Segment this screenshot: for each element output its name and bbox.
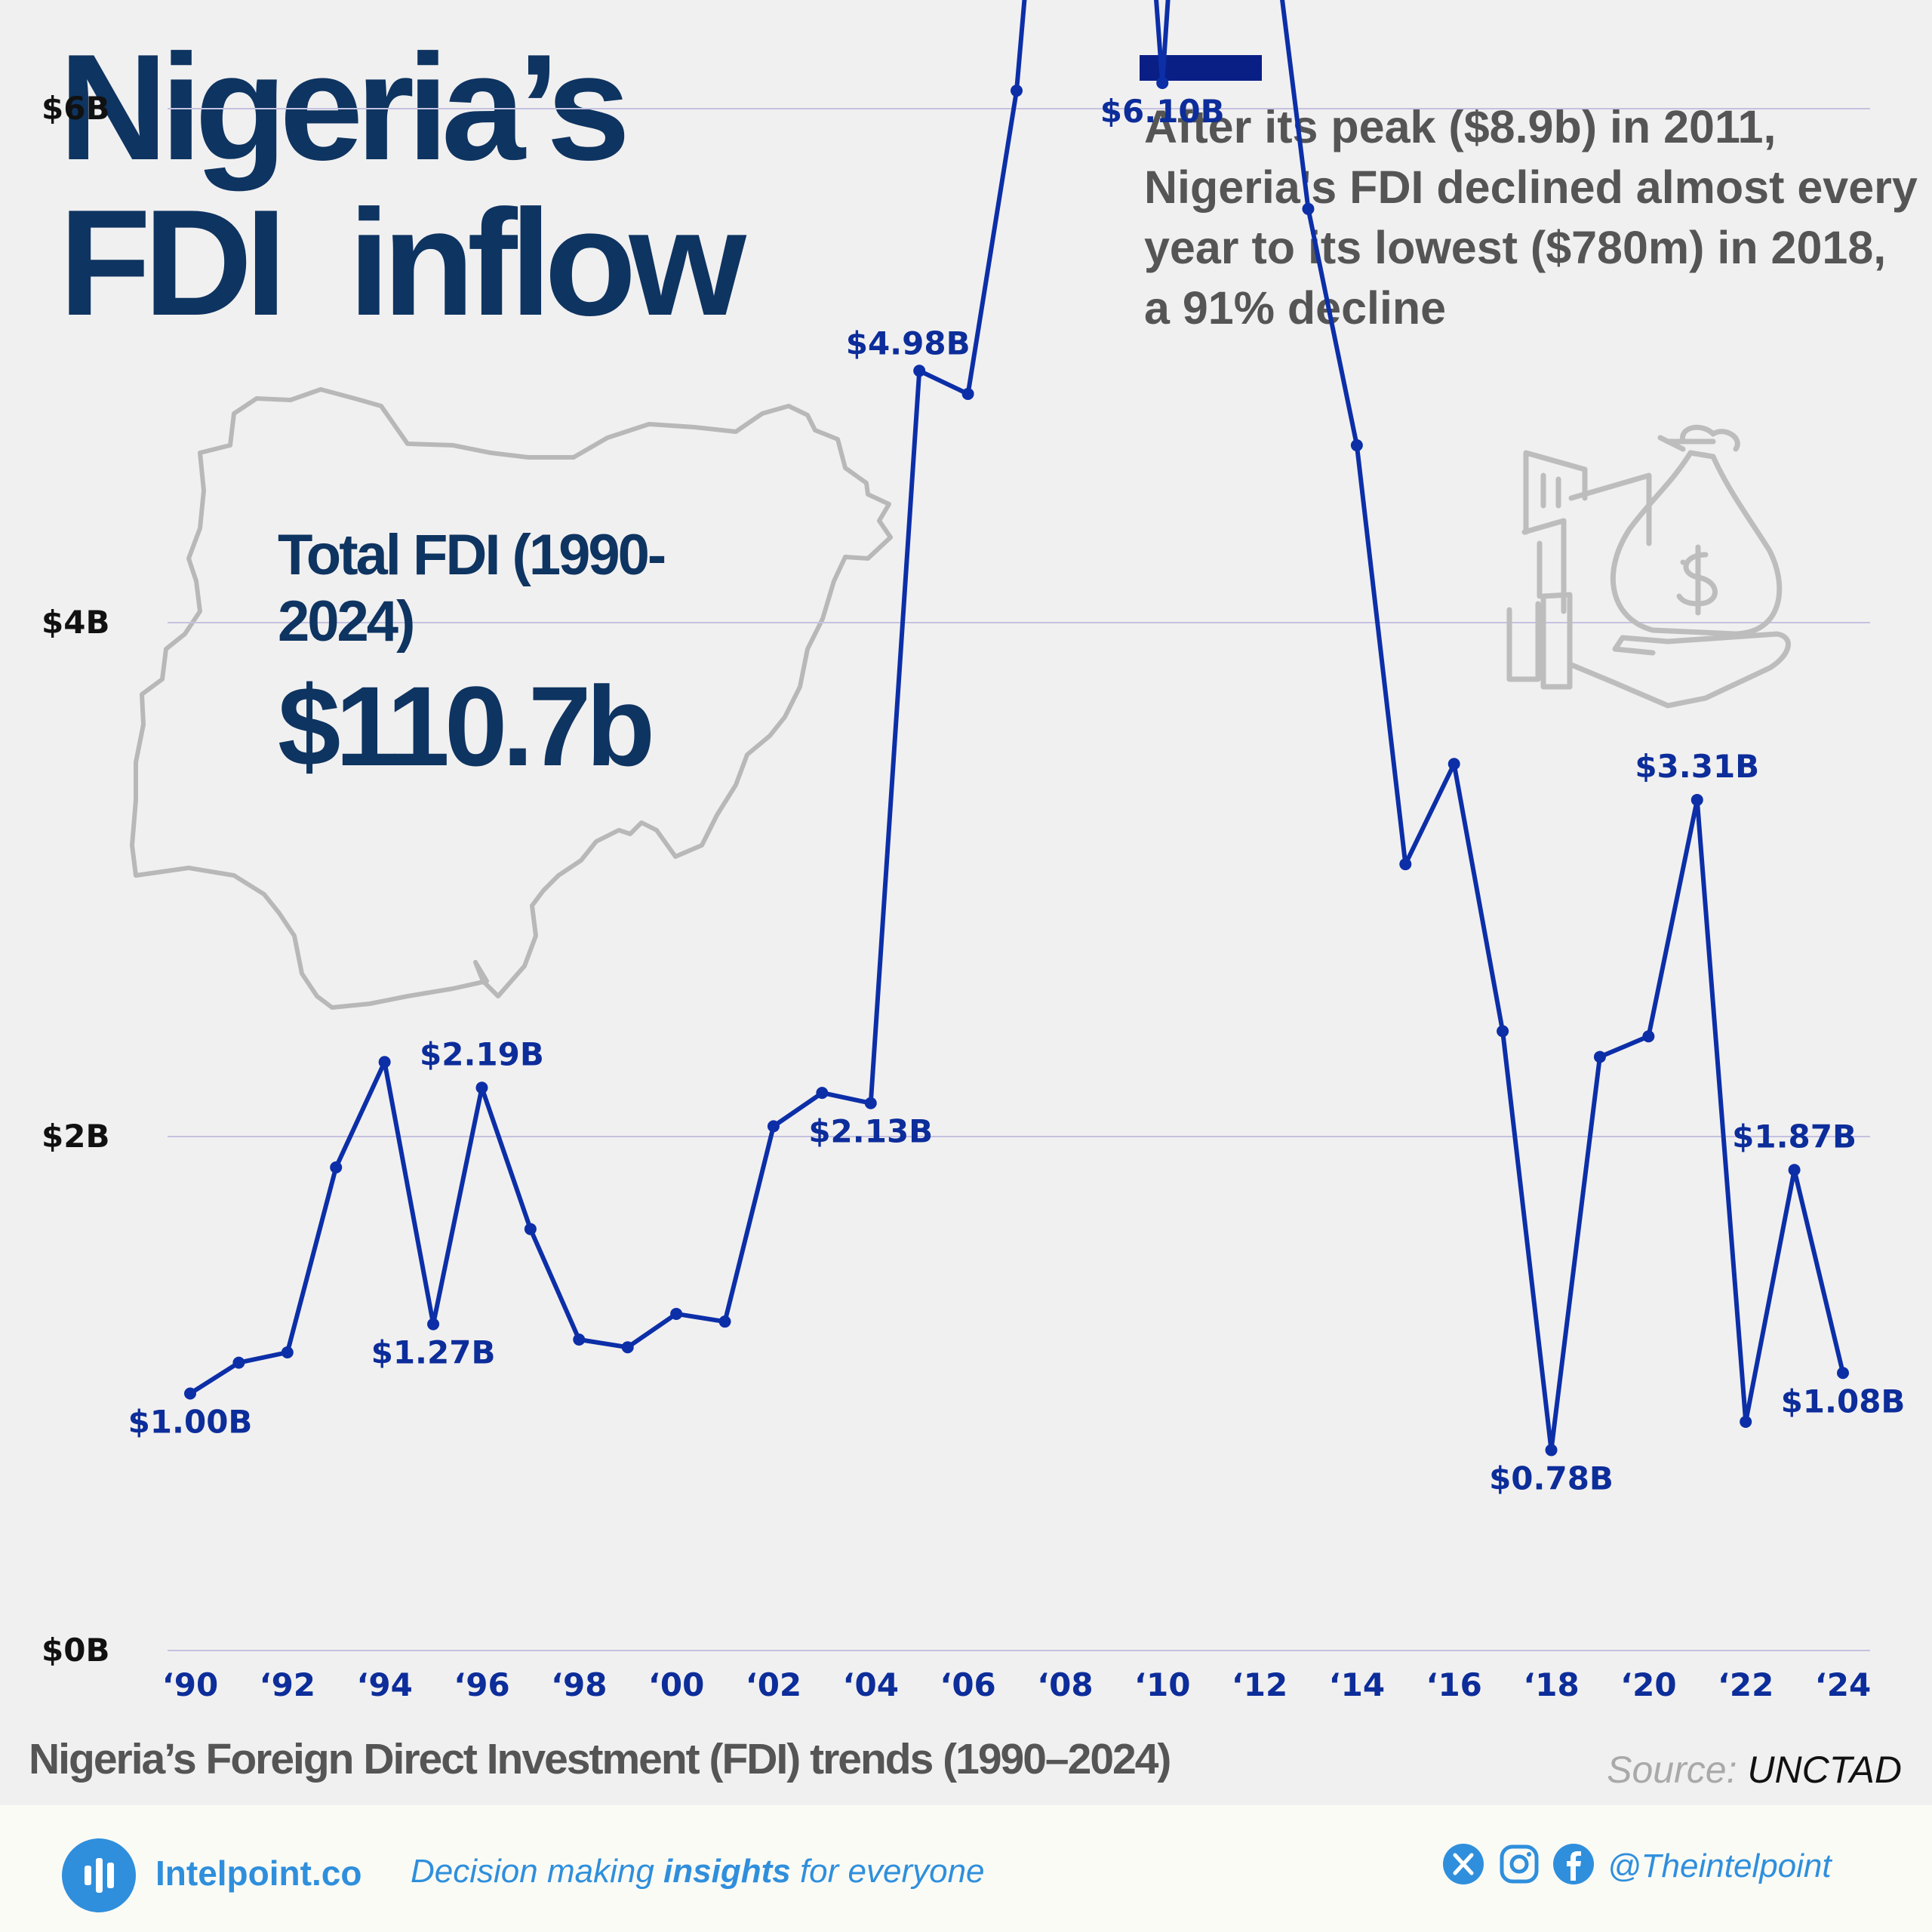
x-tick-label: ‘16	[1426, 1666, 1482, 1703]
data-point	[184, 1387, 196, 1400]
y-tick-label: $2B	[42, 1118, 109, 1155]
data-point	[1593, 1051, 1606, 1063]
data-point	[961, 387, 974, 400]
data-point	[524, 1223, 537, 1235]
x-tick-label: ‘96	[454, 1666, 509, 1703]
data-point	[573, 1333, 586, 1346]
y-axis: $0B$2B$4B$6B$8B	[42, 90, 109, 1669]
intelpoint-logo-icon[interactable]	[62, 1838, 136, 1912]
data-label: $1.00B	[128, 1404, 253, 1441]
x-tick-label: ‘92	[260, 1666, 315, 1703]
fdi-line-chart: $0B$2B$4B$6B$8B ‘90‘92‘94‘96‘98‘00‘02‘04…	[42, 0, 1906, 1703]
x-tick-label: ‘02	[746, 1666, 801, 1703]
x-tick-label: ‘18	[1523, 1666, 1579, 1703]
gridlines	[168, 108, 1870, 1651]
x-tick-label: ‘20	[1620, 1666, 1676, 1703]
data-point	[281, 1346, 294, 1359]
data-point	[816, 1087, 829, 1100]
data-point	[1302, 202, 1315, 215]
x-axis: ‘90 ‘92 ‘94 ‘96 ‘98 ‘00 ‘02 ‘04 ‘06 ‘08 ‘10 ‘12 ‘14 ‘…	[162, 1666, 1871, 1703]
data-label: $1.08B	[1781, 1383, 1906, 1420]
data-label: $1.27B	[371, 1334, 496, 1371]
brand-link[interactable]: Intelpoint.co	[155, 1854, 362, 1893]
data-point	[1497, 1025, 1509, 1038]
y-tick-label: $0B	[42, 1632, 109, 1669]
x-tick-label: ‘10	[1134, 1666, 1190, 1703]
x-tick-label: ‘04	[843, 1666, 899, 1703]
x-tick-label: ‘98	[551, 1666, 607, 1703]
total-fdi-label: Total FDI (1990-2024)	[278, 523, 666, 654]
title-line-2: FDI inflow	[59, 179, 746, 347]
x-tick-label: ‘94	[356, 1666, 412, 1703]
data-point	[718, 1315, 731, 1328]
x-tick-label: ‘08	[1037, 1666, 1093, 1703]
x-tick-label: ‘24	[1815, 1666, 1871, 1703]
data-point	[913, 365, 926, 377]
x-icon[interactable]	[1442, 1843, 1484, 1885]
data-label: $1.87B	[1732, 1118, 1857, 1155]
total-fdi-box: Total FDI (1990-2024) $110.7b	[278, 522, 670, 786]
data-point	[1837, 1367, 1849, 1380]
nigeria-map-outline	[130, 387, 893, 1010]
tagline-pre: Decision making	[411, 1853, 664, 1890]
page-title: Nigeria’s FDI inflow	[59, 23, 746, 347]
data-point	[621, 1341, 634, 1354]
data-point	[1788, 1164, 1801, 1177]
data-point	[232, 1356, 245, 1369]
tagline-post: for everyone	[790, 1853, 985, 1890]
data-point	[670, 1307, 683, 1320]
data-point	[1350, 439, 1363, 452]
x-tick-label: ‘14	[1329, 1666, 1385, 1703]
data-point	[330, 1161, 343, 1174]
insight-text: After its peak ($8.9b) in 2011, Nigeria'…	[1144, 101, 1918, 334]
chart-subtitle: Nigeria’s Foreign Direct Investment (FDI…	[29, 1735, 1171, 1783]
data-labels: $1.00B$1.27B$2.19B$2.13B$4.98B$8.25B$6.1…	[128, 93, 1906, 1497]
data-label: $2.19B	[420, 1035, 544, 1072]
data-label: $0.78B	[1489, 1460, 1614, 1497]
fdi-series	[184, 0, 1849, 1457]
data-point	[864, 1097, 877, 1109]
footer: Intelpoint.co Decision making insights f…	[0, 1805, 1932, 1932]
data-point	[1740, 1415, 1752, 1428]
data-point	[475, 1081, 488, 1094]
y-tick-label: $6B	[42, 90, 109, 127]
data-point	[378, 1056, 391, 1069]
data-point	[1447, 758, 1460, 771]
social-handle[interactable]: @Theintelpoint	[1607, 1847, 1832, 1884]
x-tick-label: ‘22	[1718, 1666, 1774, 1703]
instagram-icon[interactable]	[1498, 1843, 1540, 1885]
data-point	[1690, 793, 1703, 806]
x-tick-label: ‘90	[162, 1666, 218, 1703]
data-label: $2.13B	[808, 1113, 933, 1150]
facebook-icon[interactable]	[1552, 1843, 1595, 1885]
data-point	[427, 1318, 440, 1331]
source-name: UNCTAD	[1747, 1749, 1902, 1791]
total-fdi-value: $110.7b	[278, 663, 655, 789]
x-tick-label: ‘00	[648, 1666, 704, 1703]
source-label: Source:	[1607, 1749, 1737, 1791]
tagline: Decision making insights for everyone	[411, 1853, 985, 1890]
data-point	[1399, 858, 1412, 871]
data-point	[767, 1120, 780, 1133]
y-tick-label: $4B	[42, 604, 109, 641]
tagline-bold: insights	[663, 1853, 791, 1890]
data-point	[1156, 76, 1169, 89]
data-label: $3.31B	[1635, 748, 1759, 785]
data-point	[1642, 1030, 1655, 1043]
title-line-1: Nigeria’s	[59, 23, 630, 192]
investment-icon	[1506, 424, 1791, 709]
data-point	[1011, 85, 1023, 97]
x-tick-label: ‘12	[1232, 1666, 1287, 1703]
data-point	[1545, 1444, 1558, 1457]
data-label: $4.98B	[846, 325, 971, 361]
data-label: $6.10B	[1100, 93, 1225, 130]
source-note: Source: UNCTAD	[1607, 1748, 1902, 1792]
x-tick-label: ‘06	[940, 1666, 995, 1703]
